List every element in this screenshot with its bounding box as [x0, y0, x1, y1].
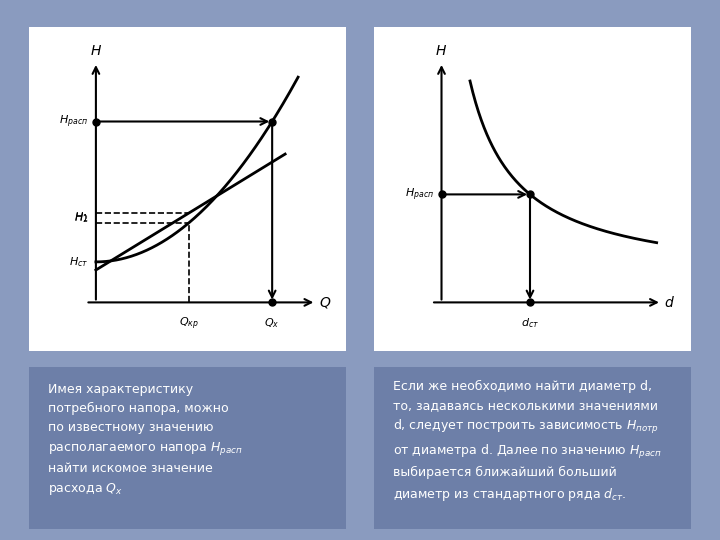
Text: $H_{расп}$: $H_{расп}$: [405, 186, 433, 202]
Text: $d_{ст}$: $d_{ст}$: [521, 316, 539, 330]
Text: $H$: $H$: [436, 44, 448, 58]
Text: $H$: $H$: [90, 44, 102, 58]
Text: $Q_x$: $Q_x$: [264, 316, 280, 330]
FancyBboxPatch shape: [361, 361, 704, 536]
Text: $H_{расп}$: $H_{расп}$: [59, 113, 88, 130]
Text: $H_1$: $H_1$: [73, 210, 88, 224]
Text: $d$: $d$: [665, 295, 675, 310]
FancyBboxPatch shape: [16, 361, 359, 536]
Text: $H_{ст}$: $H_{ст}$: [69, 255, 88, 269]
Text: $Q$: $Q$: [319, 295, 331, 310]
Text: Имея характеристику
потребного напора, можно
по известному значению
располагаемо: Имея характеристику потребного напора, м…: [48, 383, 243, 497]
Text: $H_2$: $H_2$: [73, 212, 88, 225]
Text: Если же необходимо найти диаметр d,
то, задаваясь несколькими значениями
d, след: Если же необходимо найти диаметр d, то, …: [393, 380, 662, 503]
Text: $Q_{кр}$: $Q_{кр}$: [179, 316, 199, 332]
